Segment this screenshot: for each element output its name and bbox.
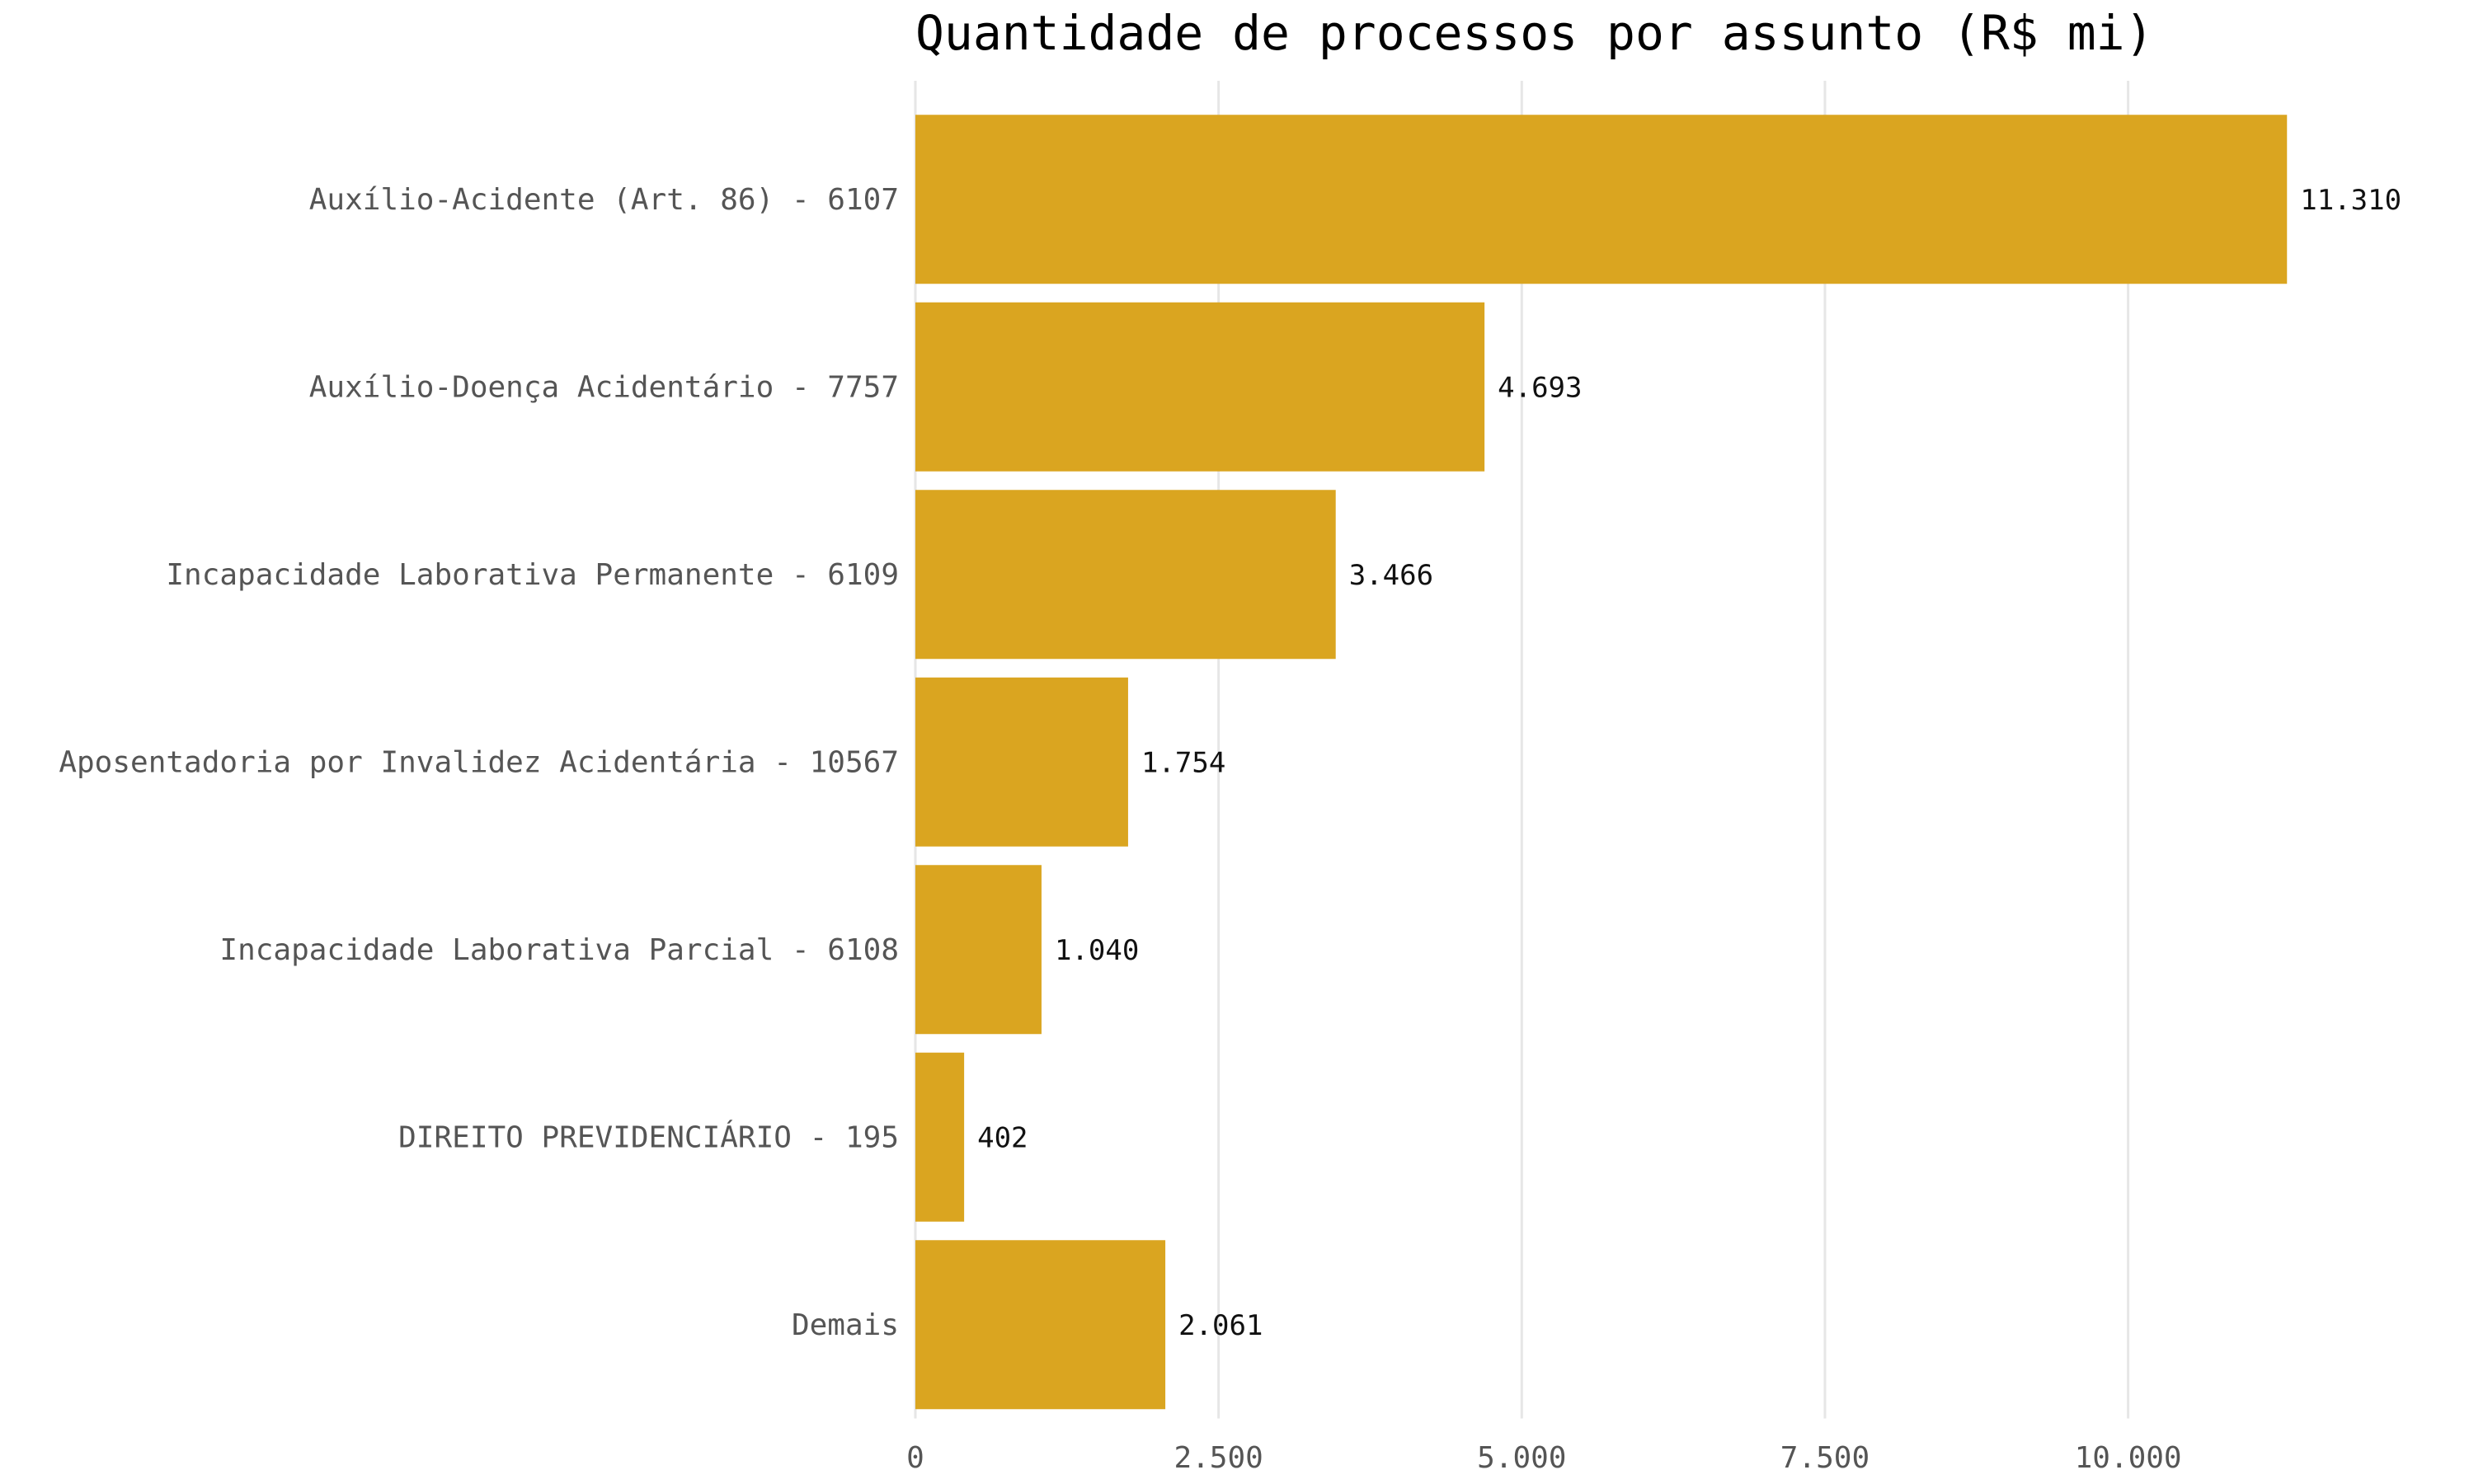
category-label: DIREITO PREVIDENCIÁRIO - 195 [398,1120,899,1154]
category-label: Auxílio-Doença Acidentário - 7757 [309,370,899,404]
x-axis-tick-labels: 0 2.500 5.000 7.500 10.000 [906,1441,2181,1475]
bar [915,677,1128,847]
value-label: 1.040 [1055,934,1139,967]
value-label: 3.466 [1349,559,1433,592]
bar [915,1052,965,1222]
x-tick-label: 0 [906,1441,924,1475]
category-labels: Auxílio-Acidente (Art. 86) - 6107 Auxílio… [59,183,899,1342]
category-label: Incapacidade Laborativa Parcial - 6108 [219,933,899,967]
value-labels: 11.310 4.693 3.466 1.754 1.040 402 2.061 [977,184,2401,1342]
bar [915,1240,1166,1410]
value-label: 402 [977,1121,1028,1154]
bar [915,115,2288,284]
category-label: Aposentadoria por Invalidez Acidentária … [59,745,899,779]
value-label: 4.693 [1498,371,1582,404]
bar [915,865,1042,1035]
x-tick-label: 7.500 [1780,1441,1870,1475]
category-label: Auxílio-Acidente (Art. 86) - 6107 [309,183,899,217]
category-label: Demais [792,1308,899,1342]
bars [915,115,2288,1410]
x-tick-label: 2.500 [1174,1441,1263,1475]
x-tick-label: 10.000 [2075,1441,2182,1475]
bar [915,302,1485,472]
chart-title: Quantidade de processos por assunto (R$ … [915,5,2154,61]
bar [915,490,1336,660]
value-label: 1.754 [1141,746,1225,779]
value-label: 2.061 [1178,1309,1263,1342]
x-tick-label: 5.000 [1477,1441,1566,1475]
category-label: Incapacidade Laborativa Permanente - 610… [166,558,899,592]
value-label: 11.310 [2300,184,2401,217]
